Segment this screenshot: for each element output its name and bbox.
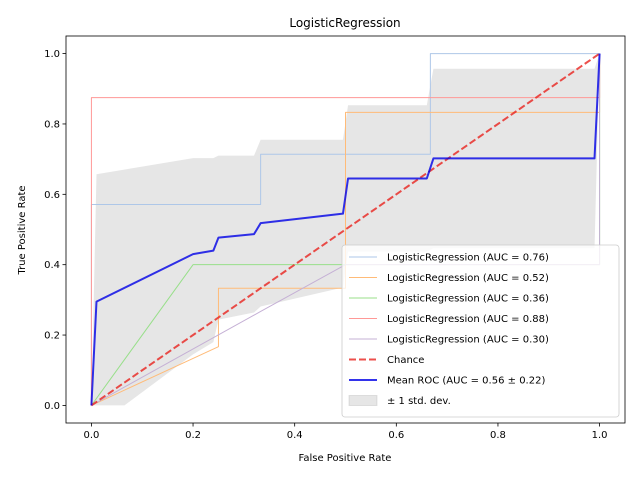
legend-label: ± 1 std. dev. bbox=[387, 396, 451, 407]
y-tick-label: 0.6 bbox=[44, 190, 60, 201]
legend-label: LogisticRegression (AUC = 0.36) bbox=[387, 294, 549, 305]
x-tick-label: 0.0 bbox=[83, 430, 99, 441]
legend-label: LogisticRegression (AUC = 0.88) bbox=[387, 314, 549, 325]
legend-label: LogisticRegression (AUC = 0.52) bbox=[387, 273, 549, 284]
legend-label: LogisticRegression (AUC = 0.76) bbox=[387, 253, 549, 264]
axes: 0.0 0.2 0.4 0.6 0.8 1.0 0.0 0.2 0.4 0.6 0.8 1.0 bbox=[44, 35, 626, 441]
x-tick-label: 0.8 bbox=[490, 430, 506, 441]
x-tick-label: 1.0 bbox=[592, 430, 608, 441]
x-tick-label: 0.4 bbox=[287, 430, 303, 441]
legend-box bbox=[341, 244, 620, 418]
plot-frame bbox=[65, 35, 626, 424]
chance-line bbox=[90, 52, 601, 407]
y-tick-label: 0.0 bbox=[44, 401, 60, 412]
legend-swatch bbox=[348, 395, 378, 406]
y-tick-label: 1.0 bbox=[44, 49, 60, 60]
y-tick-label: 0.8 bbox=[44, 119, 60, 130]
x-axis-label: False Positive Rate bbox=[299, 453, 392, 464]
y-tick-label: 0.2 bbox=[44, 331, 60, 342]
chart-title: LogisticRegression bbox=[289, 16, 400, 30]
x-tick-label: 0.2 bbox=[185, 430, 201, 441]
mean-roc-line bbox=[90, 53, 601, 406]
legend-label: LogisticRegression (AUC = 0.30) bbox=[387, 335, 549, 346]
legend: LogisticRegression (AUC = 0.76) LogisticR… bbox=[341, 244, 620, 418]
legend-label: Chance bbox=[387, 355, 424, 366]
legend-label: Mean ROC (AUC = 0.56 ± 0.22) bbox=[387, 376, 545, 387]
y-axis-label: True Positive Rate bbox=[17, 185, 28, 275]
y-tick-label: 0.4 bbox=[44, 260, 60, 271]
x-tick-label: 0.6 bbox=[388, 430, 404, 441]
